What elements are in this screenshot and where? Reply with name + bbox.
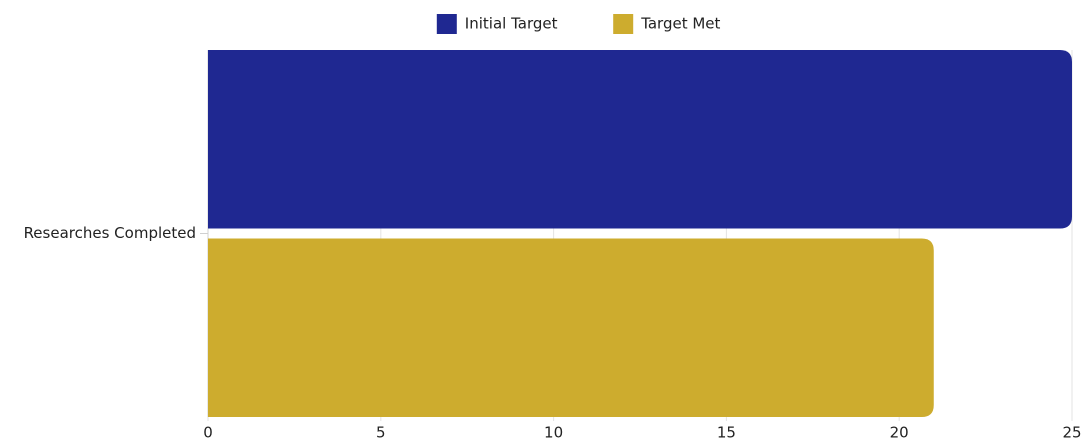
x-tick-label: 0 xyxy=(203,424,213,442)
x-tick-label: 15 xyxy=(717,424,736,442)
legend-label: Initial Target xyxy=(465,15,558,33)
x-tick-label: 10 xyxy=(544,424,563,442)
legend-swatch xyxy=(613,14,634,34)
y-tick-label: Researches Completed xyxy=(24,224,196,242)
bar xyxy=(208,238,934,417)
x-tick-label: 5 xyxy=(376,424,386,442)
bar xyxy=(208,50,1072,229)
legend-label: Target Met xyxy=(640,15,720,33)
x-tick-label: 25 xyxy=(1062,424,1081,442)
x-tick-label: 20 xyxy=(890,424,909,442)
legend-swatch xyxy=(436,14,457,34)
